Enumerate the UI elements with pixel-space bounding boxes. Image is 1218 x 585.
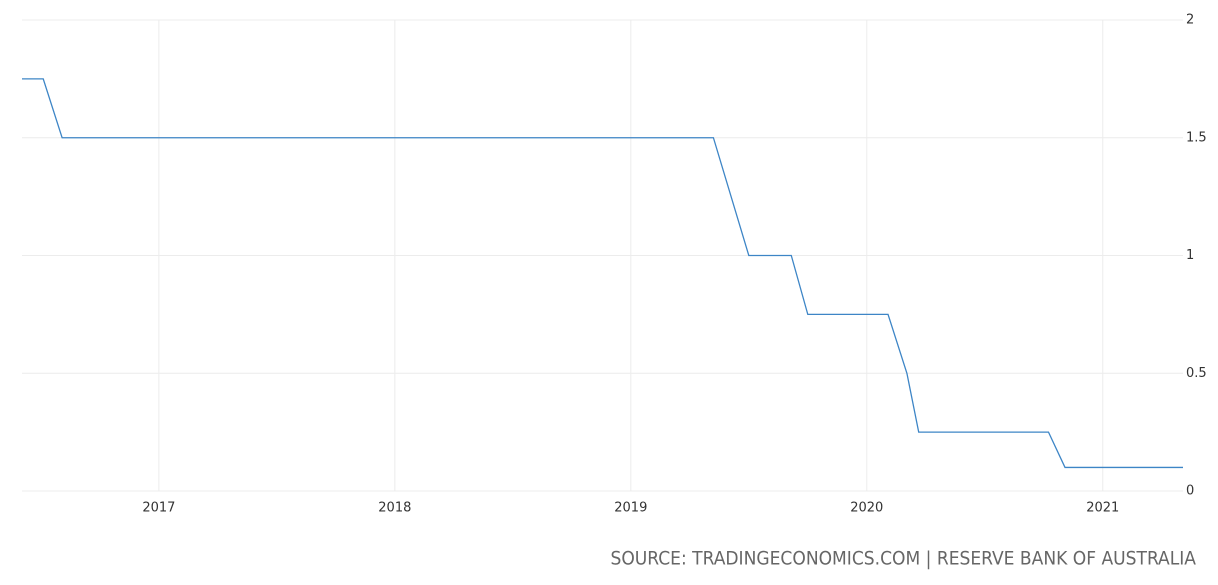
y-tick-label: 0.5	[1186, 366, 1207, 381]
y-tick-label: 0	[1186, 484, 1194, 499]
data-line	[22, 78, 1183, 469]
x-tick-label: 2018	[378, 501, 411, 516]
x-tick-label: 2019	[614, 501, 647, 516]
x-tick-label: 2017	[142, 501, 175, 516]
x-tick-label: 2021	[1086, 501, 1119, 516]
source: SOURCE: TRADINGECONOMICS.COM | RESERVE B…	[610, 548, 1196, 570]
y-tick-label: 2	[1186, 13, 1194, 28]
x-tick-label: 2020	[850, 501, 883, 516]
y-tick-label: 1.5	[1186, 130, 1207, 145]
y-tick-label: 1	[1186, 248, 1194, 263]
